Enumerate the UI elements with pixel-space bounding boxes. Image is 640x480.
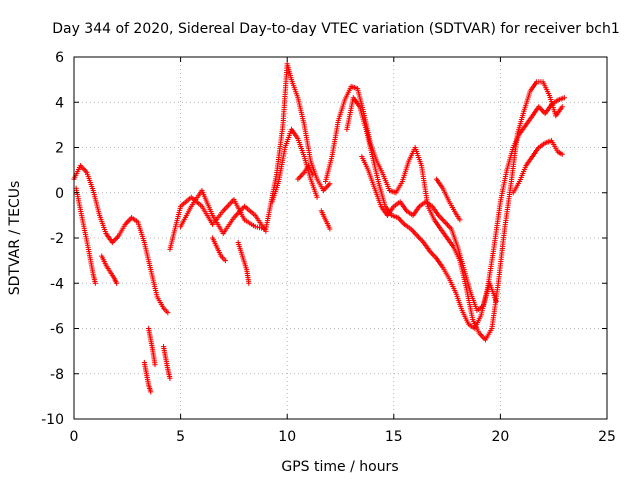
series-track-b (73, 185, 98, 286)
x-tick-label: 10 (278, 429, 296, 445)
series-track-c (99, 253, 120, 286)
data-point (310, 172, 316, 178)
x-tick-label: 0 (70, 429, 79, 445)
series-track-l (295, 163, 316, 182)
data-point (92, 280, 98, 286)
data-points (71, 61, 567, 395)
y-tick-label: -10 (41, 412, 64, 428)
series-track-e (146, 325, 158, 368)
data-point (561, 95, 567, 101)
chart-title: Day 344 of 2020, Sidereal Day-to-day VTE… (52, 21, 620, 37)
x-tick-label: 5 (176, 429, 185, 445)
series-track-a (71, 163, 171, 316)
series-track-f (160, 344, 173, 381)
series-track-h (178, 187, 269, 237)
data-point (327, 181, 333, 187)
data-point (246, 280, 252, 286)
series-track-g (167, 61, 333, 252)
data-point (152, 362, 158, 368)
data-point (263, 228, 269, 234)
y-tick-label: 2 (55, 141, 64, 157)
series-track-j (235, 239, 252, 286)
series-track-q (433, 176, 463, 223)
data-point (167, 375, 173, 381)
data-point (559, 104, 565, 110)
series-track-d (141, 359, 154, 395)
series-track-o (344, 95, 567, 332)
data-point (457, 217, 463, 223)
series-track-n (322, 79, 565, 343)
data-point (222, 258, 228, 264)
data-point (114, 280, 120, 286)
y-tick-label: -2 (50, 231, 64, 247)
data-point (148, 389, 154, 395)
series-track-i (209, 235, 228, 264)
x-tick-label: 25 (598, 429, 616, 445)
series-track-m (318, 208, 333, 232)
x-tick-label: 15 (385, 429, 403, 445)
data-point (493, 298, 499, 304)
x-axis-label: GPS time / hours (281, 459, 398, 475)
y-axis-label: SDTVAR / TECUs (7, 181, 23, 296)
grid (74, 57, 607, 419)
data-point (314, 194, 320, 200)
x-tick-label: 20 (491, 429, 509, 445)
data-point (327, 226, 333, 232)
data-point (559, 151, 565, 157)
y-tick-label: 0 (55, 186, 64, 202)
axis-ticks: 0 5 10 15 20 25 -10 -8 -6 -4 -2 0 2 4 6 (41, 50, 616, 445)
y-tick-label: -8 (50, 367, 64, 383)
data-point (165, 310, 171, 316)
series-track-r (510, 138, 565, 196)
y-tick-label: -4 (50, 276, 64, 292)
series-track-p (359, 153, 499, 313)
y-tick-label: -6 (50, 322, 64, 338)
y-tick-label: 6 (55, 50, 64, 66)
y-tick-label: 4 (55, 95, 64, 111)
